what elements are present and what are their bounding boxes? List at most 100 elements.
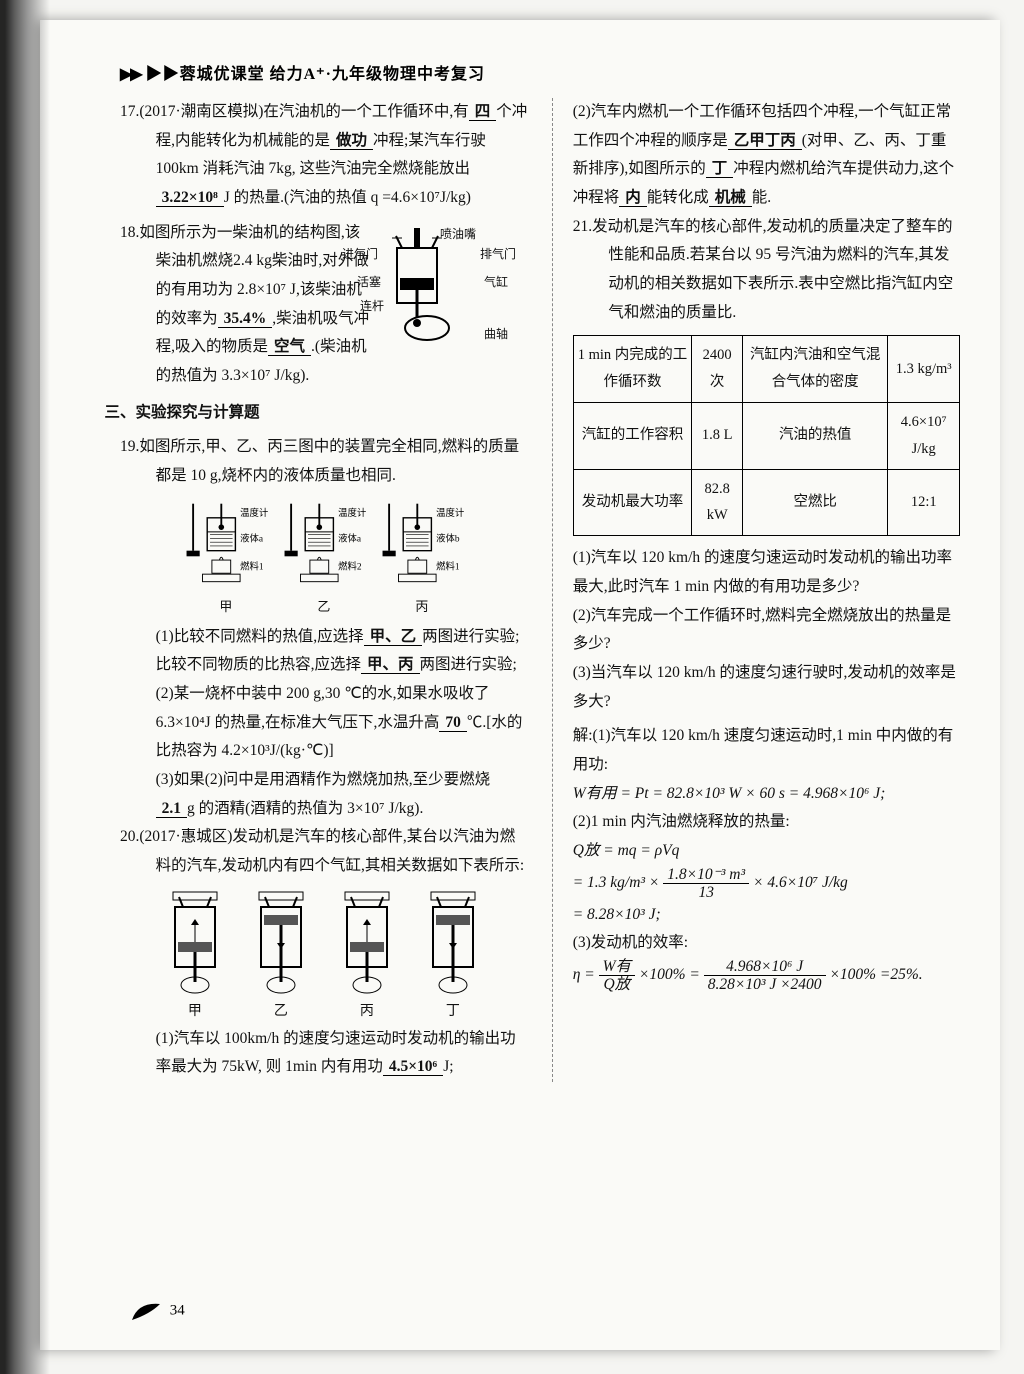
cell: 汽油的热值 [742,403,887,470]
q20-s2ans1: 乙甲丁丙 [728,132,802,150]
cyl-cap-1: 甲 [155,999,235,1025]
q19-s1c: 两图进行实验; [420,656,517,673]
q19-sub1: (1)比较不同燃料的热值,应选择甲、乙两图进行实验;比较不同物质的比热容,应选择… [120,623,528,680]
q20-s2ans4: 机械 [709,189,752,207]
frac-num: 4.968×10⁶ J [704,958,826,976]
q19-sub3: (3)如果(2)问中是用酒精作为燃烧加热,至少要燃烧2.1g 的酒精(酒精的热值… [120,766,528,823]
q21-sub1: (1)汽车以 120 km/h 的速度匀速运动时发动机的输出功率最大,此时汽车 … [573,544,960,601]
label-intake: 进气门 [378,243,390,265]
svg-text:温度计: 温度计 [436,507,464,519]
page-number-text: 34 [170,1302,185,1318]
svg-text:温度计: 温度计 [338,507,366,519]
q20-sub2: (2)汽车内燃机一个工作循环包括四个冲程,一个气缸正常工作四个冲程的顺序是乙甲丁… [573,98,960,213]
fig-cap-2: 乙 [317,595,330,619]
q20-s1b: J; [443,1058,453,1075]
q19-figures: 温度计 液体a 燃料1 甲 [120,499,528,619]
q17-ans2: 做功 [330,132,373,150]
q20-s2ans2: 丁 [706,160,734,178]
page: ▶▶ ▶▶蓉城优课堂 给力A⁺·九年级物理中考复习 17.(2017·潮南区模拟… [40,20,1000,1350]
right-column: (2)汽车内燃机一个工作循环包括四个冲程,一个气缸正常工作四个冲程的顺序是乙甲丁… [552,98,960,1082]
cylinder-svg-1 [155,887,235,997]
svg-text:液体b: 液体b [436,532,460,544]
fig-bing: 温度计 液体b 燃料1 丙 [377,499,467,619]
svg-text:燃料2: 燃料2 [338,560,362,572]
q20-num: 20. [120,828,139,845]
svg-text:液体a: 液体a [338,532,362,544]
q20-s2d: 能转化成 [647,189,709,206]
cell: 4.6×10⁷ J/kg [888,403,960,470]
q19-sub2: (2)某一烧杯中装中 200 g,30 ℃的水,如果水吸收了 6.3×10⁴J … [120,680,528,766]
q21-solution: 解:(1)汽车以 120 km/h 速度匀速运动时,1 min 中内做的有用功:… [573,722,960,993]
scan-shadow [0,0,50,1374]
q20-s1ans: 4.5×10⁶ [383,1058,443,1076]
sol-l1: 解:(1)汽车以 120 km/h 速度匀速运动时,1 min 中内做的有用功: [573,722,960,779]
cell: 1 min 内完成的工作循环数 [573,336,692,403]
frac-den: 13 [663,884,749,901]
q20-sub1: (1)汽车以 100km/h 的速度匀速运动时发动机的输出功率最大为 75kW,… [120,1025,528,1082]
svg-text:燃料1: 燃料1 [240,560,264,572]
header-arrows: ▶▶ [120,66,141,83]
cyl-cap-2: 乙 [241,999,321,1025]
fig-jia: 温度计 液体a 燃料1 甲 [181,499,271,619]
sol-l5: (3)发动机的效率: [573,929,960,958]
sol-l4b-post: × 4.6×10⁷ J/kg [753,874,848,891]
cell: 发动机最大功率 [573,469,692,536]
cell: 1.8 L [692,403,743,470]
svg-text:温度计: 温度计 [240,507,268,519]
frac-num: 1.8×10⁻³ m³ [663,866,749,884]
table-row: 汽缸的工作容积 1.8 L 汽油的热值 4.6×10⁷ J/kg [573,403,959,470]
cylinder-svg-2 [241,887,321,997]
cell: 汽缸的工作容积 [573,403,692,470]
q21-sub2: (2)汽车完成一个工作循环时,燃料完全燃烧放出的热量是多少? [573,602,960,659]
label-nozzle: 喷油嘴 [476,223,488,245]
sol-l2: W有用 = Pt = 82.8×10³ W × 60 s = 4.968×10⁶… [573,780,960,809]
feather-icon [130,1300,166,1322]
cell: 82.8 kW [692,469,743,536]
question-17: 17.(2017·潮南区模拟)在汽油机的一个工作循环中,有四个冲程,内能转化为机… [120,98,528,213]
frac-num: W有 [599,958,635,976]
table-row: 1 min 内完成的工作循环数 2400 次 汽缸内汽油和空气混合气体的密度 1… [573,336,959,403]
q17-a: (2017·潮南区模拟)在汽油机的一个工作循环中,有 [139,103,468,120]
cyl-cap-4: 丁 [413,999,493,1025]
q20-fig-labels: 甲 乙 丙 丁 [120,999,528,1025]
fraction: W有 Q放 [599,958,635,993]
left-column: 17.(2017·潮南区模拟)在汽油机的一个工作循环中,有四个冲程,内能转化为机… [120,98,528,1082]
q20-intro: (2017·惠城区)发动机是汽车的核心部件,某台以汽油为燃料的汽车,发动机内有四… [139,828,524,874]
sol-l6-pre: η = [573,966,599,983]
fig-cap-3: 丙 [415,595,428,619]
question-19: 19.如图所示,甲、乙、丙三图中的装置完全相同,燃料的质量都是 10 g,烧杯内… [120,433,528,490]
q17-ans1: 四 [469,103,497,121]
question-21: 21.发动机是汽车的核心部件,发动机的质量决定了整车的性能和品质.若某台以 95… [573,213,960,328]
q21-data-table: 1 min 内完成的工作循环数 2400 次 汽缸内汽油和空气混合气体的密度 1… [573,335,960,536]
sol-l3: (2)1 min 内汽油燃烧释放的热量: [573,808,960,837]
q20-s1a: (1)汽车以 100km/h 的速度匀速运动时发动机的输出功率最大为 75kW,… [156,1030,516,1076]
cell: 2400 次 [692,336,743,403]
page-number: 34 [130,1300,185,1322]
sol-l4b: = 1.3 kg/m³ × 1.8×10⁻³ m³ 13 × 4.6×10⁷ J… [573,866,960,901]
q21-intro: 发动机是汽车的核心部件,发动机的质量决定了整车的性能和品质.若某台以 95 号汽… [592,218,953,321]
q19-s1a: (1)比较不同燃料的热值,应选择 [156,628,364,645]
beaker-svg-2: 温度计 液体a 燃料2 [279,499,369,593]
q18-num: 18. [120,224,139,241]
q19-intro: 如图所示,甲、乙、丙三图中的装置完全相同,燃料的质量都是 10 g,烧杯内的液体… [139,438,519,484]
sol-l4a: Q放 = mq = ρVq [573,837,960,866]
q18-ans1: 35.4% [218,310,273,328]
sol-l6-mid: ×100% = [639,966,704,983]
question-18: 喷油嘴 进气门 排气门 活塞 气缸 连杆 曲轴 18.如图所示为一柴油机的结构图… [120,219,528,391]
label-exhaust: 排气门 [516,243,528,265]
header-text: ▶▶蓉城优课堂 给力A⁺·九年级物理中考复习 [146,66,485,83]
q21-num: 21. [573,218,592,235]
q18-ans2: 空气 [268,338,311,356]
page-header: ▶▶ ▶▶蓉城优课堂 给力A⁺·九年级物理中考复习 [120,60,960,84]
fraction: 1.8×10⁻³ m³ 13 [663,866,749,901]
sol-l4c: = 8.28×10³ J; [573,901,960,930]
diesel-engine-diagram: 喷油嘴 进气门 排气门 活塞 气缸 连杆 曲轴 [378,223,528,353]
q21-sub3: (3)当汽车以 120 km/h 的速度匀速行驶时,发动机的效率是多大? [573,659,960,716]
table-row: 发动机最大功率 82.8 kW 空燃比 12:1 [573,469,959,536]
cell: 汽缸内汽油和空气混合气体的密度 [742,336,887,403]
q19-num: 19. [120,438,139,455]
cell: 12:1 [888,469,960,536]
cylinder-svg-4 [413,887,493,997]
cell: 1.3 kg/m³ [888,336,960,403]
cyl-cap-3: 丙 [327,999,407,1025]
